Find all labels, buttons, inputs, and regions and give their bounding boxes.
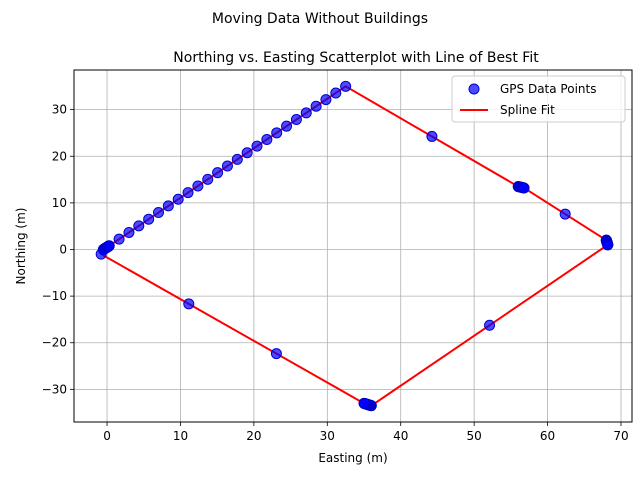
- gps-data-point: [426, 130, 438, 142]
- y-tick-label: 20: [52, 149, 67, 163]
- x-tick-label: 30: [320, 429, 335, 443]
- legend-label-spline-fit: Spline Fit: [500, 103, 555, 117]
- figure-suptitle: Moving Data Without Buildings: [212, 11, 428, 27]
- y-axis-label: Northing (m): [14, 208, 28, 285]
- gps-data-point: [103, 240, 115, 252]
- x-tick-label: 40: [393, 429, 408, 443]
- grid: [74, 70, 632, 422]
- gps-data-point: [330, 87, 342, 99]
- gps-data-point: [143, 213, 155, 225]
- y-tick-label: 30: [52, 103, 67, 117]
- plot-area-frame: [73, 69, 633, 423]
- gps-data-point: [270, 348, 282, 360]
- legend-label-gps-points: GPS Data Points: [500, 82, 596, 96]
- gps-data-point: [162, 200, 174, 212]
- gps-data-point: [251, 140, 263, 152]
- x-tick-label: 0: [103, 429, 111, 443]
- x-tick-label: 70: [613, 429, 628, 443]
- gps-data-point: [310, 100, 322, 112]
- x-tick-label: 50: [467, 429, 482, 443]
- gps-data-point: [231, 153, 243, 165]
- gps-data-point: [290, 114, 302, 126]
- gps-data-point: [182, 187, 194, 199]
- gps-data-point: [271, 127, 283, 139]
- x-axis-label: Easting (m): [318, 451, 387, 465]
- y-tick-label: 0: [59, 242, 67, 256]
- gps-data-point: [358, 397, 370, 409]
- gps-data-point: [300, 107, 312, 119]
- gps-data-point: [183, 298, 195, 310]
- gps-data-point: [133, 220, 145, 232]
- y-axis-ticks: −30 −20 −10 0 10 20 30: [42, 103, 74, 396]
- y-tick-label: −10: [42, 289, 67, 303]
- gps-data-point: [281, 120, 293, 132]
- spline-fit-layer: [100, 85, 609, 407]
- gps-points-layer: [95, 80, 614, 412]
- legend-marker-gps-points: [468, 83, 480, 95]
- y-tick-label: −30: [42, 382, 67, 396]
- chart-title: Northing vs. Easting Scatterplot with Li…: [173, 50, 539, 66]
- y-tick-label: 10: [52, 196, 67, 210]
- gps-data-point: [172, 193, 184, 205]
- x-tick-label: 60: [540, 429, 555, 443]
- gps-data-point: [320, 94, 332, 106]
- gps-data-point: [484, 319, 496, 331]
- gps-data-point: [192, 180, 204, 192]
- gps-data-point: [221, 160, 233, 172]
- gps-data-point: [152, 207, 164, 219]
- gps-data-point: [602, 239, 614, 251]
- gps-data-point: [559, 208, 571, 220]
- y-tick-label: −20: [42, 336, 67, 350]
- legend: GPS Data Points Spline Fit: [451, 75, 626, 123]
- gps-data-point: [518, 182, 530, 194]
- legend-box: [451, 75, 626, 123]
- x-tick-label: 20: [246, 429, 261, 443]
- gps-data-point: [261, 133, 273, 145]
- gps-data-point: [241, 147, 253, 159]
- spline-fit-line: [100, 85, 609, 407]
- gps-data-point: [123, 226, 135, 238]
- gps-data-point: [202, 173, 214, 185]
- gps-data-point: [113, 233, 125, 245]
- x-axis-ticks: 0 10 20 30 40 50 60 70: [103, 422, 629, 443]
- gps-data-point: [340, 80, 352, 92]
- x-tick-label: 10: [173, 429, 188, 443]
- gps-data-point: [95, 248, 107, 260]
- gps-data-point: [212, 167, 224, 179]
